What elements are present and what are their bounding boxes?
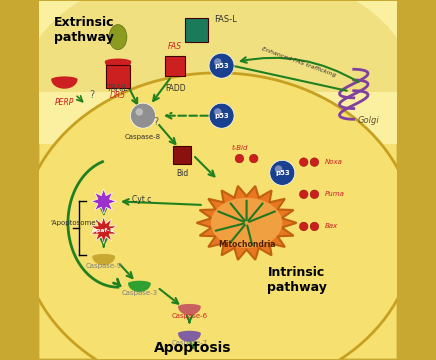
Text: Mitochondria: Mitochondria: [218, 240, 275, 249]
Ellipse shape: [129, 281, 150, 285]
Text: Cyt c: Cyt c: [132, 195, 152, 204]
Text: Bid: Bid: [176, 169, 188, 178]
Text: Extrinsic
pathway: Extrinsic pathway: [54, 16, 114, 44]
Ellipse shape: [211, 198, 282, 248]
Circle shape: [214, 58, 221, 66]
Circle shape: [249, 154, 258, 163]
FancyBboxPatch shape: [185, 18, 208, 41]
Text: DR5: DR5: [110, 91, 126, 100]
Text: Caspase-9: Caspase-9: [85, 263, 122, 269]
Ellipse shape: [179, 304, 200, 309]
FancyBboxPatch shape: [165, 56, 185, 76]
Text: p53: p53: [214, 63, 229, 69]
Polygon shape: [21, 0, 415, 91]
Text: Noxa: Noxa: [325, 159, 343, 165]
Text: Caspase-6: Caspase-6: [171, 313, 208, 319]
Text: Caspase-3: Caspase-3: [121, 289, 157, 296]
Circle shape: [310, 222, 319, 231]
Text: Puma: Puma: [325, 191, 345, 197]
Ellipse shape: [52, 76, 77, 82]
Polygon shape: [179, 333, 200, 341]
Polygon shape: [93, 256, 114, 264]
Circle shape: [300, 222, 308, 231]
Ellipse shape: [109, 24, 127, 50]
Polygon shape: [179, 306, 200, 314]
FancyBboxPatch shape: [174, 146, 191, 164]
Text: Golgi: Golgi: [357, 116, 379, 125]
Circle shape: [310, 158, 319, 166]
Ellipse shape: [179, 331, 200, 336]
Circle shape: [209, 53, 234, 78]
Circle shape: [235, 154, 244, 163]
Text: FAS: FAS: [168, 42, 182, 51]
Text: Apaf-1: Apaf-1: [92, 228, 115, 233]
Polygon shape: [106, 61, 130, 70]
Text: Caspase-8: Caspase-8: [125, 134, 161, 140]
Circle shape: [275, 165, 282, 173]
Text: FAS-L: FAS-L: [214, 15, 236, 24]
Circle shape: [300, 158, 308, 166]
Text: PERP: PERP: [54, 98, 74, 107]
Circle shape: [136, 108, 143, 116]
Text: Enhanced FAS trafficking: Enhanced FAS trafficking: [261, 46, 337, 78]
Polygon shape: [52, 79, 77, 88]
Text: TRAIL: TRAIL: [107, 84, 129, 93]
Text: 'Apoptosome': 'Apoptosome': [50, 220, 98, 226]
Text: t-Bid: t-Bid: [231, 145, 248, 152]
Circle shape: [209, 103, 234, 128]
Ellipse shape: [93, 254, 114, 259]
Circle shape: [130, 103, 156, 128]
Polygon shape: [91, 216, 116, 244]
Circle shape: [300, 190, 308, 199]
Polygon shape: [129, 283, 150, 291]
Ellipse shape: [106, 59, 130, 64]
Text: Caspase-7: Caspase-7: [171, 339, 208, 346]
Text: FADD: FADD: [165, 84, 185, 93]
Circle shape: [310, 190, 319, 199]
Text: p53: p53: [214, 113, 229, 119]
FancyBboxPatch shape: [39, 1, 397, 359]
Circle shape: [270, 160, 295, 185]
Text: Intrinsic
pathway: Intrinsic pathway: [267, 266, 327, 294]
Polygon shape: [197, 186, 296, 260]
Text: Apoptosis: Apoptosis: [154, 341, 232, 355]
FancyBboxPatch shape: [106, 65, 129, 88]
Circle shape: [214, 108, 221, 116]
Polygon shape: [91, 189, 116, 214]
Text: ?: ?: [154, 117, 159, 127]
Text: ?: ?: [89, 90, 95, 100]
Text: p53: p53: [275, 170, 290, 176]
Ellipse shape: [21, 73, 415, 360]
FancyBboxPatch shape: [39, 0, 397, 144]
Text: Bax: Bax: [325, 224, 338, 229]
